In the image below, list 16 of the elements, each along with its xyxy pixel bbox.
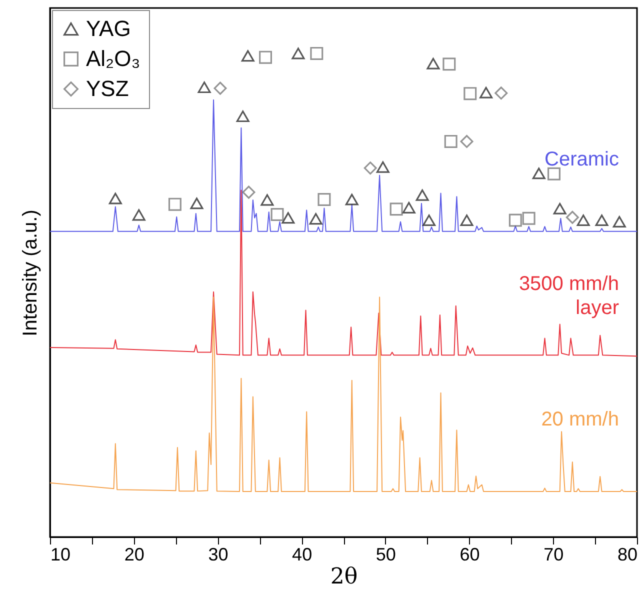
- x-tick-label: 80: [617, 544, 638, 564]
- text: Ceramic: [544, 148, 619, 170]
- legend-label: Al₂O₃: [86, 46, 140, 71]
- y-axis-title: Intensity (a.u.): [20, 210, 42, 336]
- legend-label: YSZ: [86, 76, 129, 101]
- x-tick-label: 50: [376, 544, 396, 564]
- x-tick-label: 30: [208, 544, 228, 564]
- x-tick-label: 40: [292, 544, 312, 564]
- x-tick-label: 70: [544, 544, 564, 564]
- legend-label: YAG: [86, 16, 131, 41]
- series-label: 20 mm/h: [541, 408, 619, 431]
- x-tick-label: 10: [50, 544, 71, 564]
- x-tick-label: 60: [460, 544, 480, 564]
- series-label: 3500 mm/h layer: [518, 273, 620, 320]
- x-axis-title: 2θ: [330, 564, 358, 590]
- x-tick-label: 20: [124, 544, 144, 564]
